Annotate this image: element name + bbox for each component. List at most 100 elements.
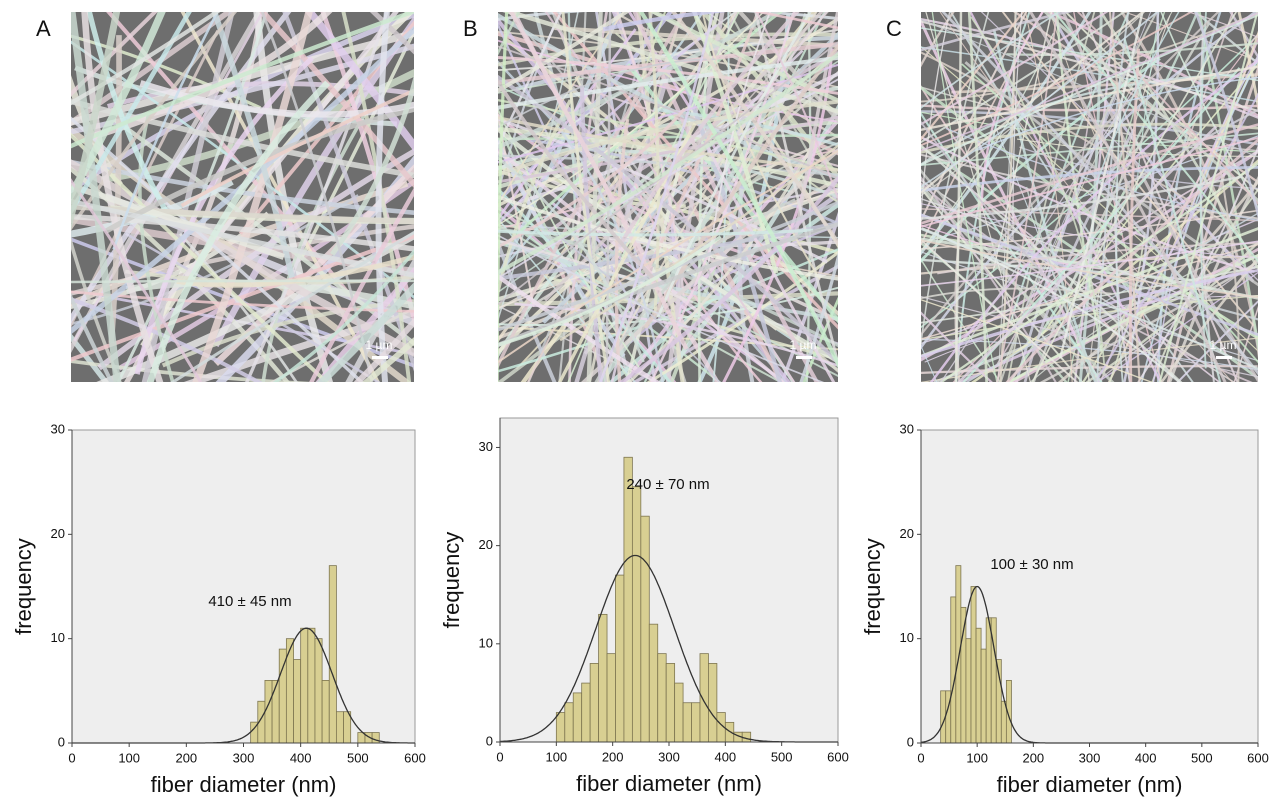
x-axis-label: fiber diameter (nm) xyxy=(997,772,1183,797)
fiber xyxy=(1160,12,1258,210)
fiber xyxy=(954,12,963,382)
fiber xyxy=(921,136,1258,228)
fiber xyxy=(71,159,414,357)
fiber xyxy=(970,16,1106,366)
fiber xyxy=(138,112,175,382)
bar xyxy=(293,659,302,744)
fiber xyxy=(780,211,838,382)
bar xyxy=(724,721,735,743)
fiber xyxy=(81,12,164,382)
fiber xyxy=(1096,271,1258,382)
y-tick-label: 30 xyxy=(51,421,65,436)
fiber xyxy=(1233,305,1258,382)
fiber xyxy=(921,227,1258,358)
fiber xyxy=(71,12,414,194)
bar xyxy=(555,712,566,743)
y-tick-label: 20 xyxy=(479,537,493,552)
fiber xyxy=(498,13,838,180)
bar xyxy=(572,692,583,743)
fiber xyxy=(543,12,824,302)
fiber xyxy=(996,12,1173,382)
bar xyxy=(564,702,574,743)
fiber xyxy=(498,12,509,382)
x-tick-label: 0 xyxy=(917,750,924,765)
fiber xyxy=(1115,98,1124,382)
fiber xyxy=(997,12,1017,382)
bar xyxy=(699,653,709,743)
fiber xyxy=(498,194,838,281)
fiber xyxy=(1176,300,1258,382)
fiber xyxy=(498,117,828,264)
fiber xyxy=(728,12,838,205)
fiber xyxy=(921,166,1258,193)
fiber xyxy=(238,20,414,236)
fiber xyxy=(498,12,737,171)
bar xyxy=(314,638,323,744)
fiber xyxy=(755,12,838,203)
fiber xyxy=(71,236,122,382)
fiber xyxy=(707,12,771,263)
bar xyxy=(271,680,280,744)
bar xyxy=(589,663,599,743)
fiber xyxy=(930,59,1258,382)
bar xyxy=(674,682,684,743)
fiber xyxy=(71,12,166,203)
fiber xyxy=(71,34,262,110)
fiber xyxy=(498,116,838,172)
x-tick-label: 400 xyxy=(714,749,736,764)
fiber xyxy=(498,224,783,382)
fiber xyxy=(737,12,838,124)
fiber xyxy=(1158,12,1258,382)
fiber xyxy=(1031,12,1238,382)
fiber xyxy=(1128,48,1141,382)
sem-image xyxy=(71,12,414,382)
fiber xyxy=(1081,54,1258,382)
x-tick-label: 500 xyxy=(1191,750,1213,765)
y-tick-label: 10 xyxy=(479,635,493,650)
fiber xyxy=(498,55,838,110)
fiber xyxy=(1193,12,1258,65)
fiber xyxy=(504,12,784,247)
fiber xyxy=(179,232,298,382)
fiber xyxy=(921,176,1057,382)
panel-label: B xyxy=(463,16,478,41)
y-tick-label: 0 xyxy=(58,734,65,749)
x-tick-label: 300 xyxy=(658,749,680,764)
fiber xyxy=(799,251,838,382)
fiber xyxy=(498,78,838,280)
fiber xyxy=(921,135,1258,244)
fiber xyxy=(353,317,414,382)
fiber xyxy=(498,41,838,85)
fiber xyxy=(498,235,722,347)
fiber xyxy=(623,118,838,382)
fiber xyxy=(71,213,414,252)
fiber xyxy=(967,12,988,382)
fiber xyxy=(1186,12,1258,38)
fiber xyxy=(1067,195,1258,340)
fiber xyxy=(1017,12,1152,326)
y-tick-label: 20 xyxy=(900,526,914,541)
fiber xyxy=(921,110,1258,146)
bar xyxy=(581,682,591,743)
fiber xyxy=(330,74,414,256)
fiber xyxy=(71,279,414,284)
fiber xyxy=(921,120,1050,281)
fiber xyxy=(921,135,1255,273)
fiber xyxy=(921,299,1153,382)
y-tick-label: 30 xyxy=(479,439,493,454)
fiber xyxy=(937,242,1258,275)
fiber xyxy=(498,12,630,93)
fiber xyxy=(921,86,1258,152)
fiber xyxy=(602,12,727,32)
fiber xyxy=(921,20,1258,112)
fiber xyxy=(1006,253,1258,382)
fiber xyxy=(1199,12,1207,369)
scale-bar xyxy=(796,356,812,359)
fiber xyxy=(567,12,740,382)
fiber xyxy=(921,240,1258,287)
fiber xyxy=(646,250,838,382)
fiber xyxy=(921,12,1220,337)
fiber xyxy=(498,51,838,275)
fiber xyxy=(498,22,639,317)
fiber xyxy=(100,69,414,184)
